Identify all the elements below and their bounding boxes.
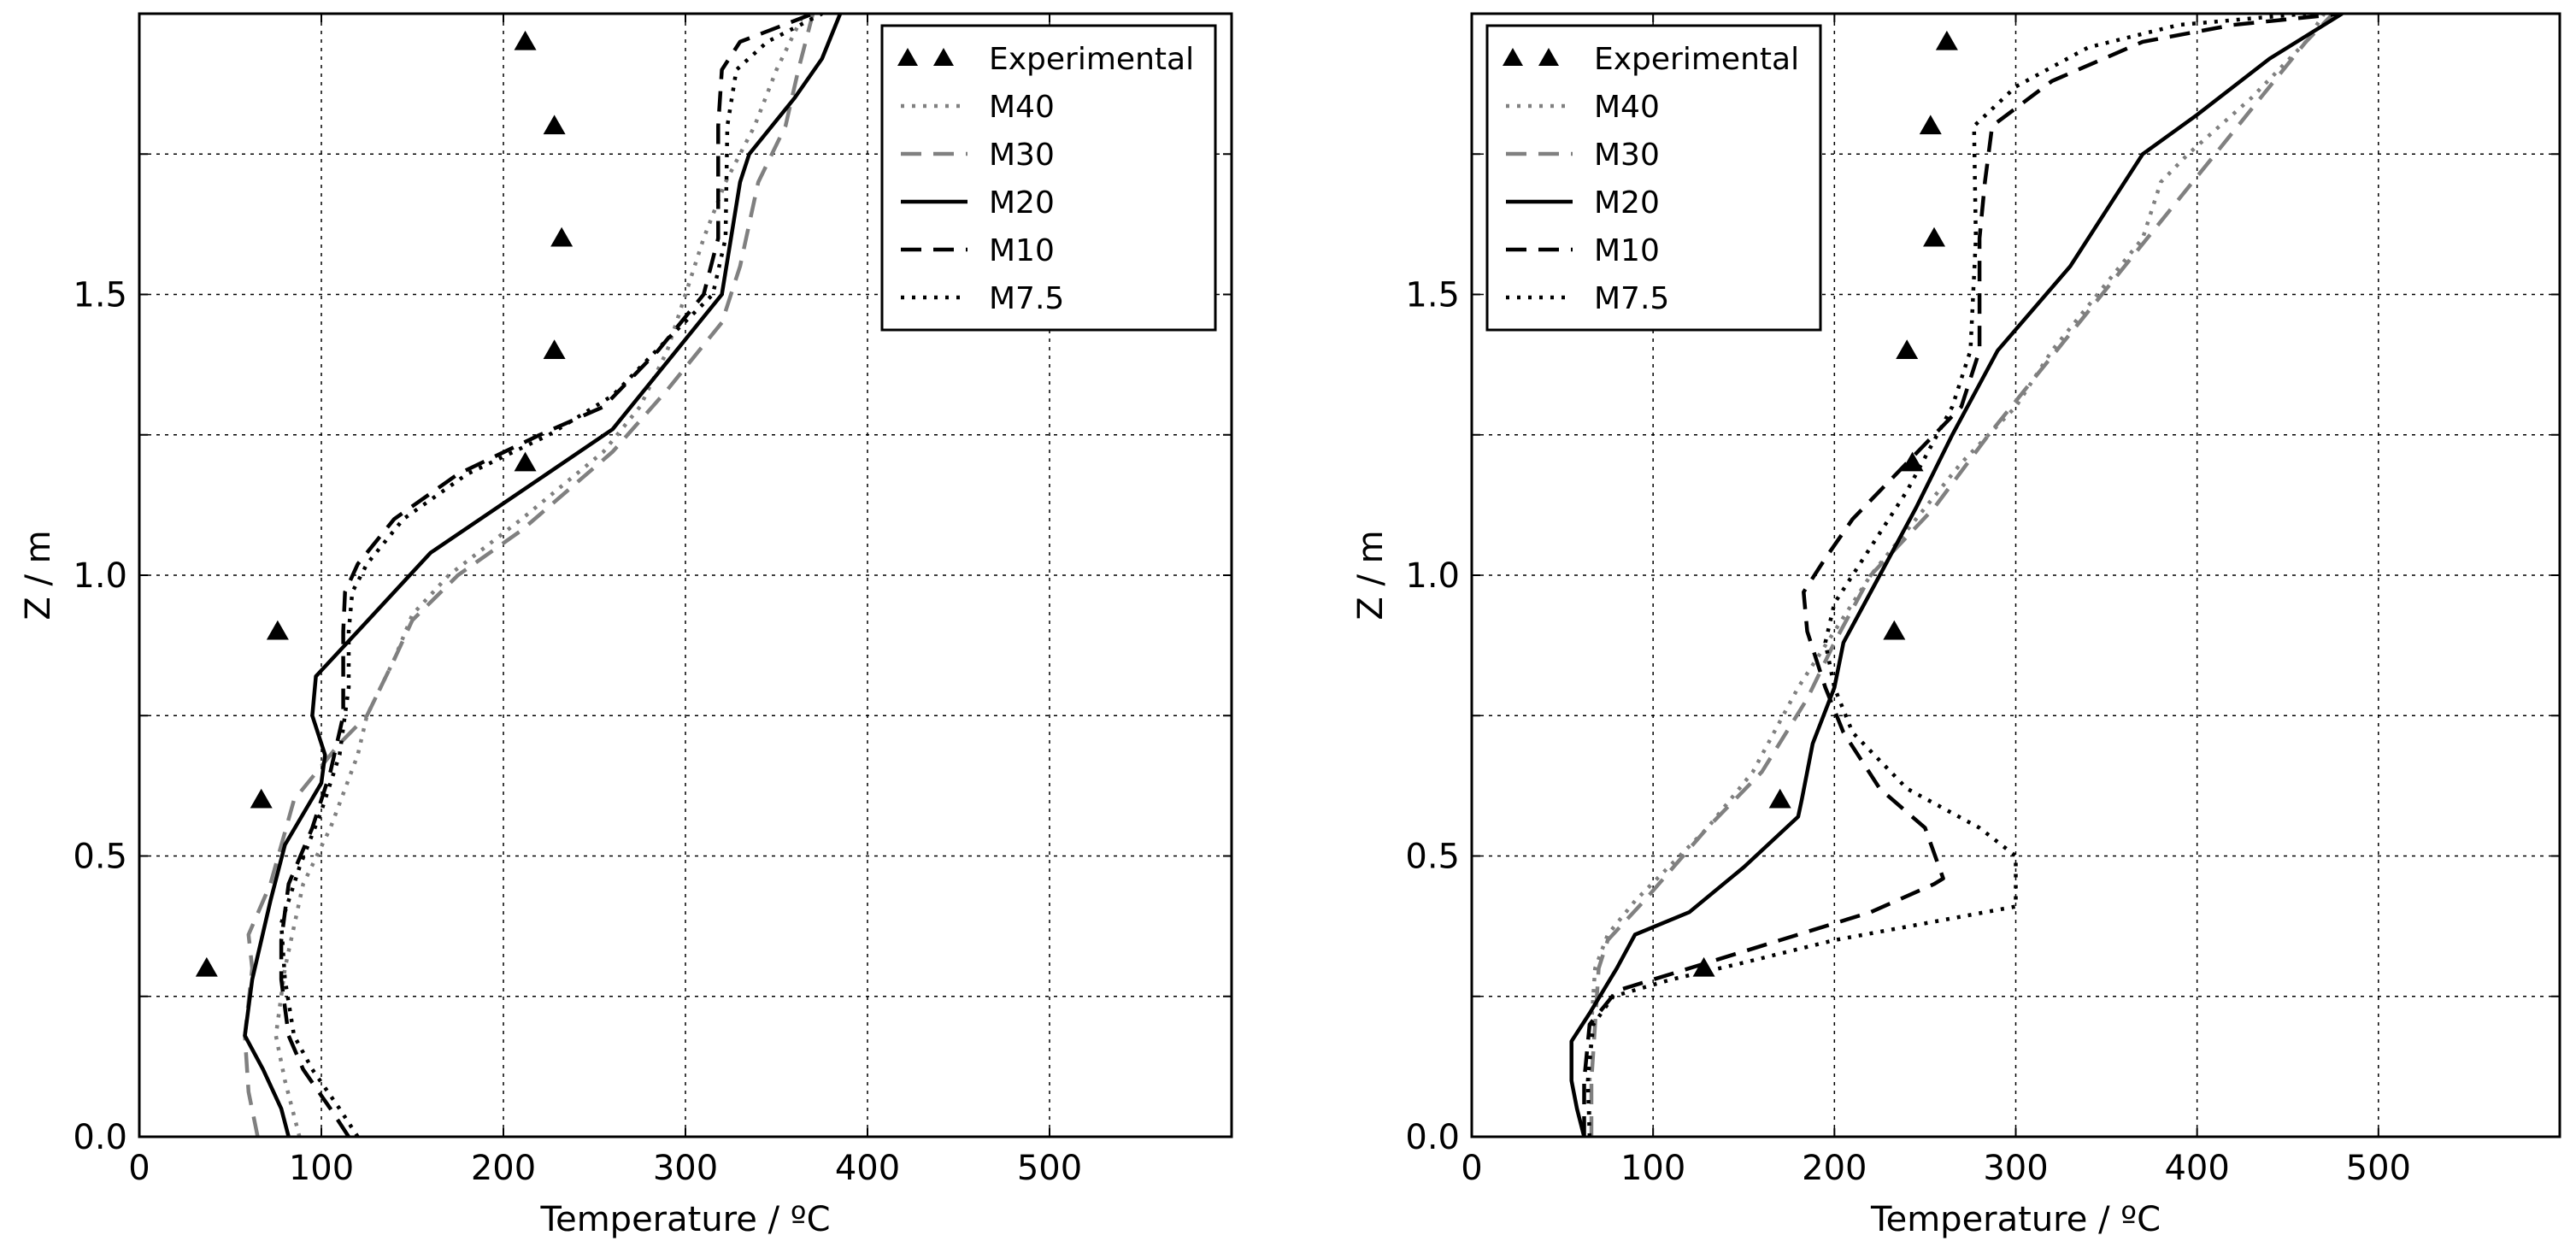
legend-box — [1485, 24, 1822, 332]
series-line-m30 — [243, 14, 815, 1137]
x-axis-title: Temperature / ºC — [539, 1200, 830, 1239]
right-chart-panel: 0 100 200 300 400 500 0.0 0.5 1.0 1.5 Temperature … — [1351, 12, 2561, 1239]
plot-frame — [1470, 12, 2561, 1138]
legend-label-m40: M40 — [989, 90, 1055, 125]
y-tick-label: 0.0 — [73, 1118, 127, 1157]
experimental-point — [514, 451, 537, 472]
legend-label-m7-5: M7.5 — [1594, 281, 1669, 316]
legend-label-m30: M30 — [1594, 138, 1660, 173]
series-line-m20 — [1569, 14, 2344, 1137]
experimental-point — [1901, 451, 1924, 472]
x-tick-label: 0 — [1461, 1149, 1482, 1188]
left-chart-panel: 0 100 200 300 400 500 0.0 0.5 1.0 1.5 Temperature … — [19, 12, 1233, 1239]
legend: Experimental M40 M30 M20 M10 M7.5 — [1485, 24, 1822, 332]
legend-label-m30: M30 — [989, 138, 1055, 173]
y-tick-label: 0.0 — [1405, 1118, 1460, 1157]
x-tick-label: 200 — [471, 1149, 536, 1188]
plot-area — [1569, 14, 2344, 1137]
legend-marker-experimental — [1538, 48, 1559, 66]
y-tick-label: 1.0 — [73, 556, 127, 596]
experimental-point — [1768, 788, 1791, 809]
experimental-point — [543, 115, 566, 135]
legend-label-experimental: Experimental — [1594, 42, 1799, 77]
plot-area — [195, 14, 843, 1137]
experimental-point — [250, 788, 273, 809]
experimental-point — [543, 339, 566, 359]
y-tick-label: 0.5 — [1405, 838, 1460, 877]
experimental-point — [550, 226, 573, 247]
x-tick-label: 500 — [1017, 1149, 1082, 1188]
series-line-m7-5 — [1585, 14, 2307, 1137]
x-tick-label: 0 — [128, 1149, 150, 1188]
legend-label-m10: M10 — [1594, 233, 1660, 268]
y-axis-title: Z / m — [19, 530, 58, 620]
legend-label-m10: M10 — [989, 233, 1055, 268]
experimental-point — [195, 956, 218, 977]
x-tick-label: 100 — [289, 1149, 354, 1188]
series-line-m30 — [1589, 14, 2335, 1137]
legend-marker-experimental — [897, 48, 918, 66]
experimental-point — [1919, 115, 1942, 135]
legend-box — [880, 24, 1217, 332]
y-tick-label: 1.5 — [73, 276, 127, 315]
experimental-point — [266, 620, 289, 640]
legend-label-m40: M40 — [1594, 90, 1660, 125]
x-tick-label: 400 — [2164, 1149, 2229, 1188]
legend-label-m20: M20 — [989, 185, 1055, 221]
legend-label-m7-5: M7.5 — [989, 281, 1064, 316]
experimental-point — [1935, 30, 1958, 50]
experimental-point — [1923, 226, 1946, 247]
y-axis-title: Z / m — [1351, 530, 1391, 620]
y-tick-label: 1.0 — [1405, 556, 1460, 596]
series-line-m10 — [1582, 14, 2343, 1137]
x-tick-label: 300 — [653, 1149, 718, 1188]
legend-label-m20: M20 — [1594, 185, 1660, 221]
x-tick-label: 400 — [835, 1149, 900, 1188]
x-axis-title: Temperature / ºC — [1870, 1200, 2161, 1239]
series-line-m20 — [243, 14, 843, 1137]
experimental-point — [514, 30, 537, 50]
y-tick-label: 0.5 — [73, 838, 127, 877]
x-tick-label: 300 — [1983, 1149, 2048, 1188]
legend-marker-experimental — [1503, 48, 1523, 66]
legend-marker-experimental — [933, 48, 954, 66]
x-tick-label: 100 — [1620, 1149, 1685, 1188]
experimental-point — [1883, 620, 1906, 640]
y-tick-label: 1.5 — [1405, 276, 1460, 315]
legend-label-experimental: Experimental — [989, 42, 1194, 77]
x-tick-label: 500 — [2346, 1149, 2411, 1188]
series-line-m10 — [279, 14, 814, 1137]
series-line-m7-5 — [279, 14, 823, 1137]
experimental-point — [1896, 339, 1919, 359]
legend: Experimental M40 M30 M20 M10 M7.5 — [880, 24, 1217, 332]
x-tick-label: 200 — [1802, 1149, 1867, 1188]
plot-frame — [138, 12, 1233, 1138]
